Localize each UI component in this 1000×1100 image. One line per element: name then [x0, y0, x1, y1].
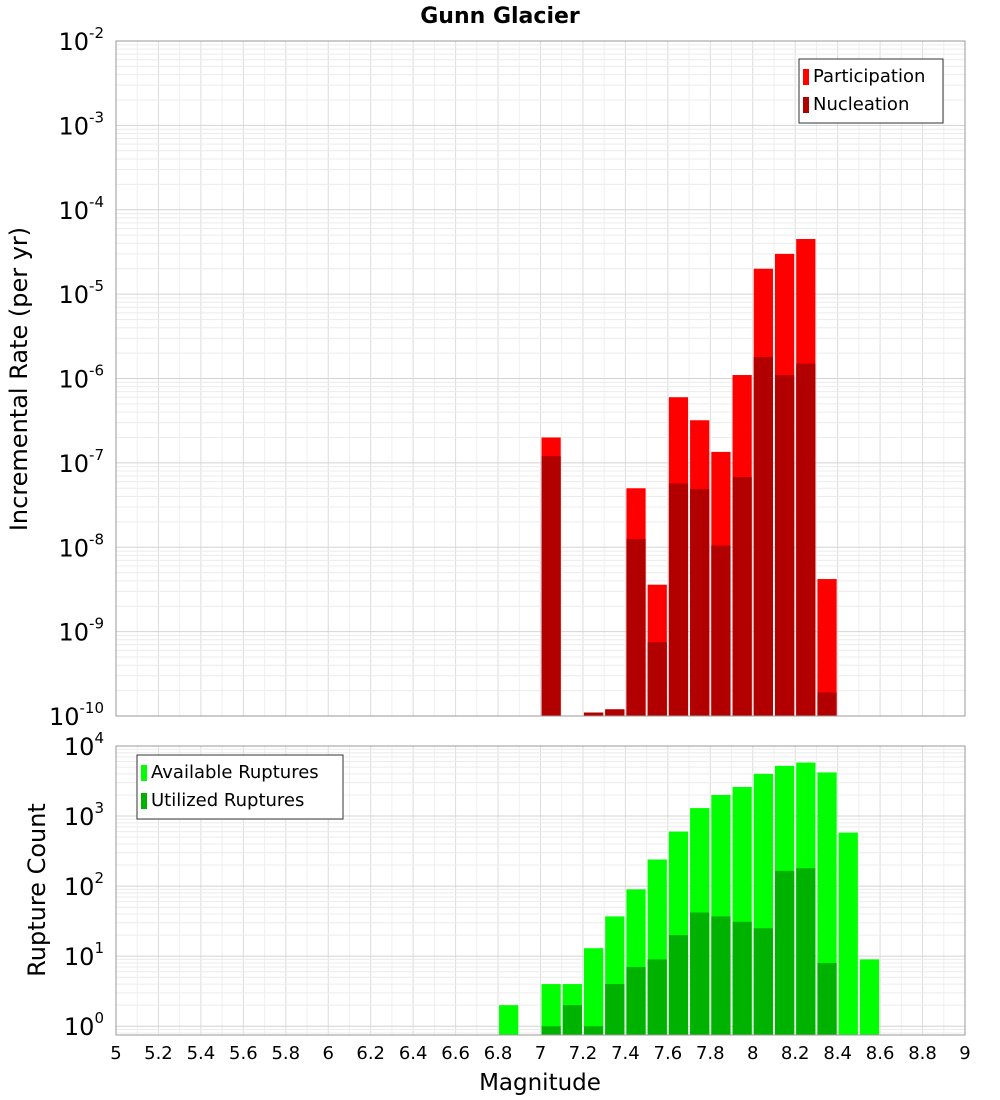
bottom-bar: [626, 967, 646, 1035]
bottom-bar: [541, 1026, 561, 1035]
x-tick-label: 5.4: [187, 1043, 216, 1064]
top-legend: Participation Nucleation: [798, 58, 944, 124]
bottom-legend-label: Utilized Ruptures: [151, 790, 304, 811]
bottom-bar: [562, 1005, 582, 1035]
top-bar: [605, 709, 625, 716]
bottom-bar: [817, 962, 837, 1035]
x-tick-label: 6.2: [356, 1043, 385, 1064]
bottom-plot-border: [115, 745, 966, 1036]
x-tick-label: 7.8: [696, 1043, 725, 1064]
top-y-tick-label: 10-4: [58, 193, 104, 225]
bottom-y-axis-label: Rupture Count: [23, 803, 51, 977]
top-bar: [583, 712, 604, 716]
bottom-bar: [690, 912, 710, 1035]
top-y-tick-label: 10-10: [49, 699, 104, 731]
x-tick-label: 7: [535, 1043, 546, 1064]
x-tick-label: 7.2: [569, 1043, 598, 1064]
x-tick-label: 6.4: [399, 1043, 428, 1064]
bottom-y-tick-label: 102: [64, 869, 104, 901]
top-bar: [774, 375, 795, 716]
x-tick-label: 8.2: [781, 1043, 810, 1064]
top-bar: [626, 539, 646, 716]
top-bar: [817, 579, 837, 716]
bottom-series-2: [541, 868, 837, 1035]
bottom-bar: [753, 928, 773, 1035]
x-tick-label: 8.8: [908, 1043, 937, 1064]
x-tick-label: 5.8: [271, 1043, 300, 1064]
bottom-legend-swatch: [141, 765, 147, 781]
top-legend-label: Participation: [813, 66, 925, 87]
top-legend-label: Nucleation: [813, 94, 909, 115]
x-tick-label: 5.2: [144, 1043, 173, 1064]
bottom-bar: [711, 916, 731, 1035]
bottom-legend-label: Available Ruptures: [151, 762, 319, 783]
x-tick-label: 8.6: [866, 1043, 895, 1064]
bottom-bar: [796, 868, 816, 1035]
bottom-bar: [774, 870, 795, 1035]
bottom-bar: [732, 921, 752, 1035]
chart-title: Gunn Glacier: [420, 4, 580, 29]
top-plot-border: [115, 40, 966, 717]
bottom-y-tick-label: 104: [64, 729, 104, 761]
x-tick-label: 6.6: [441, 1043, 470, 1064]
x-tick-label: 8: [747, 1043, 758, 1064]
top-bar: [668, 483, 689, 716]
x-tick-label: 8.4: [823, 1043, 852, 1064]
bottom-bar: [647, 959, 667, 1035]
chart-content: 10-2 10-3 10-4 10-5 10-6 10-7 10-8 10-9 10-10 Par…: [49, 24, 971, 1064]
top-bar: [796, 363, 816, 716]
top-bar: [711, 545, 731, 716]
top-y-tick-label: 10-9: [58, 615, 104, 647]
top-y-tick-label: 10-6: [58, 362, 104, 394]
top-y-tick-label: 10-2: [58, 24, 104, 56]
top-legend-swatch: [803, 97, 809, 113]
bottom-bar: [499, 1005, 519, 1035]
top-legend-box: [798, 58, 944, 124]
x-tick-label: 5: [110, 1043, 121, 1064]
x-axis-label: Magnitude: [479, 1070, 601, 1096]
bottom-bar: [605, 984, 625, 1035]
top-bar: [541, 456, 561, 716]
bottom-bar: [838, 832, 858, 1035]
top-bar: [732, 477, 752, 716]
bottom-legend-swatch: [141, 793, 147, 809]
bottom-legend: Available Ruptures Utilized Ruptures: [136, 754, 344, 820]
bottom-y-tick-label: 100: [64, 1009, 104, 1041]
x-tick-label: 7.4: [611, 1043, 640, 1064]
top-series-2: [541, 356, 837, 716]
bottom-bar: [541, 984, 561, 1035]
top-bar: [817, 692, 837, 716]
x-tick-label: 9: [959, 1043, 970, 1064]
bottom-bar: [668, 935, 689, 1035]
bottom-bar: [583, 948, 604, 1035]
top-bar: [647, 642, 667, 716]
top-y-tick-label: 10-5: [58, 277, 104, 309]
top-y-axis-label: Incremental Rate (per yr): [5, 227, 33, 531]
x-tick-label: 5.6: [229, 1043, 258, 1064]
bottom-y-tick-label: 101: [64, 939, 104, 971]
x-tick-label: 6: [323, 1043, 334, 1064]
top-y-tick-label: 10-3: [58, 108, 104, 140]
top-grid: [115, 41, 966, 717]
x-tick-label: 7.6: [654, 1043, 683, 1064]
top-y-tick-label: 10-8: [58, 530, 104, 562]
top-bar: [753, 356, 773, 716]
bottom-bar: [859, 959, 880, 1035]
bottom-bar: [583, 1026, 604, 1035]
top-y-tick-label: 10-7: [58, 446, 104, 478]
bottom-legend-box: [136, 754, 344, 820]
x-tick-label: 6.8: [484, 1043, 513, 1064]
top-legend-swatch: [803, 69, 809, 85]
top-bar: [690, 489, 710, 716]
bottom-y-tick-label: 103: [64, 799, 104, 831]
